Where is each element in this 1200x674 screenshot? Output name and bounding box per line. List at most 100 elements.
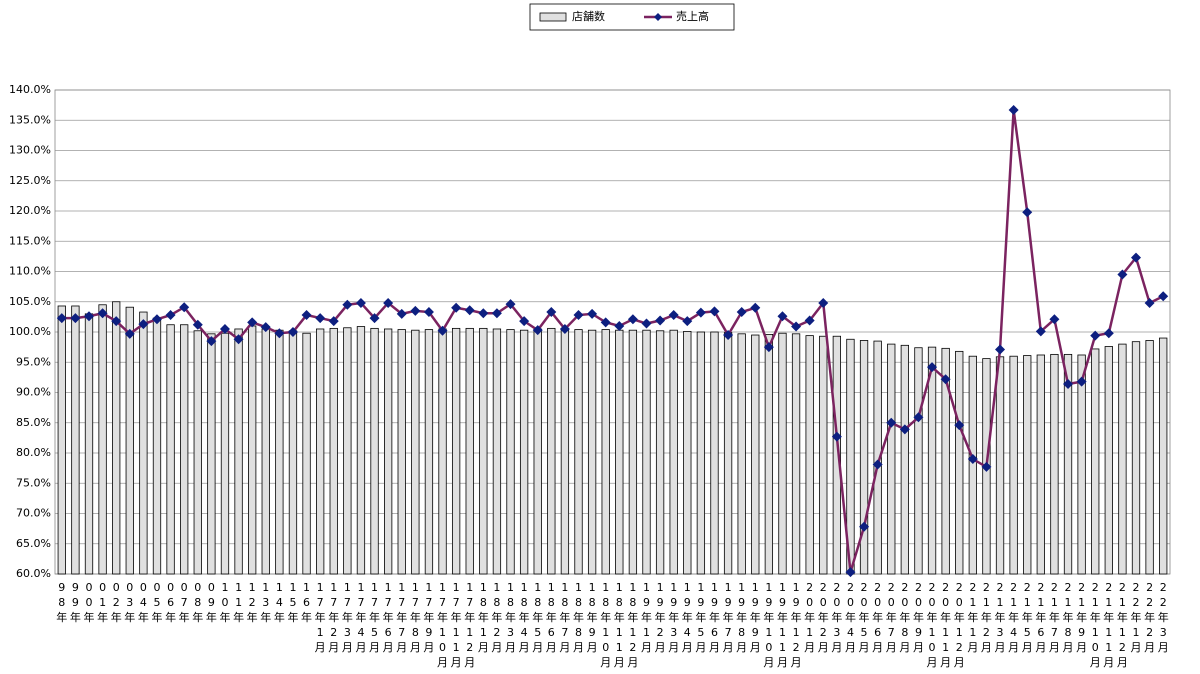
bar xyxy=(519,329,529,575)
bar xyxy=(819,335,828,575)
bar xyxy=(356,326,366,575)
bar xyxy=(955,350,964,575)
y-tick-label: 110.0% xyxy=(9,265,51,278)
marker xyxy=(831,431,842,442)
marker xyxy=(954,420,965,431)
marker xyxy=(138,319,149,330)
marker xyxy=(940,374,951,385)
marker xyxy=(614,320,625,331)
bar xyxy=(411,329,420,575)
marker xyxy=(777,311,788,322)
marker xyxy=(763,342,774,353)
marker xyxy=(315,313,326,324)
marker xyxy=(369,313,380,324)
bar xyxy=(1091,348,1100,575)
bar xyxy=(248,325,257,575)
bar xyxy=(574,329,583,575)
marker xyxy=(83,311,94,322)
marker xyxy=(491,308,502,319)
bar xyxy=(451,327,461,575)
marker xyxy=(111,316,122,327)
y-tick-label: 95.0% xyxy=(16,355,51,368)
marker xyxy=(532,325,543,336)
y-tick-label: 80.0% xyxy=(16,446,51,459)
bar xyxy=(125,306,134,575)
bar xyxy=(696,331,706,575)
marker xyxy=(97,308,108,319)
marker xyxy=(328,316,339,327)
bar xyxy=(1131,341,1141,575)
bar xyxy=(914,347,923,575)
bar xyxy=(234,328,243,575)
bar xyxy=(71,305,80,575)
bar xyxy=(533,328,542,575)
marker xyxy=(546,307,557,318)
bar xyxy=(193,330,202,575)
bar xyxy=(384,328,393,575)
bar xyxy=(424,329,434,575)
marker xyxy=(423,307,434,318)
marker xyxy=(682,316,693,327)
bar xyxy=(329,327,338,575)
bar xyxy=(1145,340,1154,575)
marker xyxy=(274,328,285,339)
marker xyxy=(913,412,924,423)
bar xyxy=(302,332,311,575)
bar xyxy=(859,340,869,575)
y-tick-label: 135.0% xyxy=(9,113,51,126)
marker xyxy=(56,313,67,324)
marker xyxy=(396,308,407,319)
bar xyxy=(1159,337,1168,575)
marker xyxy=(437,325,448,336)
marker xyxy=(179,302,190,313)
marker xyxy=(1022,207,1033,218)
bar xyxy=(112,301,121,575)
bar xyxy=(791,333,801,575)
bar xyxy=(1050,353,1059,575)
y-tick-label: 85.0% xyxy=(16,416,51,429)
marker xyxy=(505,299,516,310)
marker xyxy=(1035,326,1046,337)
marker xyxy=(1103,328,1114,339)
bar xyxy=(220,332,230,575)
marker xyxy=(1008,104,1019,115)
marker xyxy=(655,315,666,326)
legend-marker xyxy=(654,13,662,21)
y-tick-label: 100.0% xyxy=(9,325,51,338)
marker xyxy=(1063,379,1074,390)
marker xyxy=(342,299,353,310)
marker xyxy=(206,336,217,347)
bar xyxy=(1036,354,1045,575)
y-tick-label: 105.0% xyxy=(9,295,51,308)
